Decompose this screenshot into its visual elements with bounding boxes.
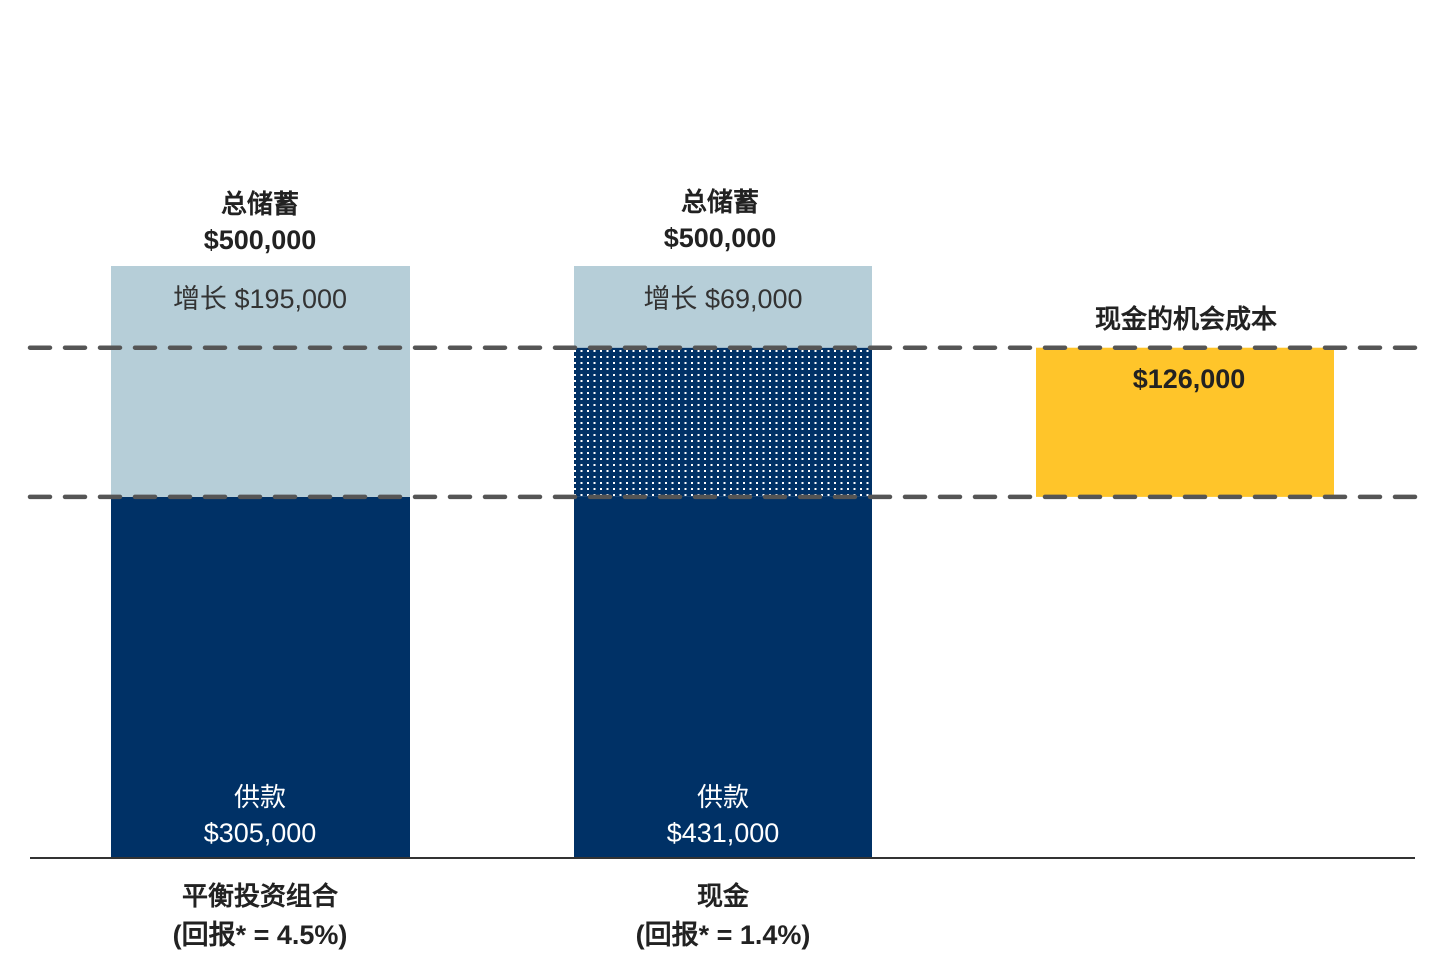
category-sub-balanced: (回报* = 4.5%): [173, 920, 348, 950]
bars: [111, 266, 1334, 858]
category-label-cash: 现金: [697, 881, 750, 912]
contrib-value-balanced: $305,000: [204, 818, 317, 848]
bar-segment-opportunity-cost-2: [1036, 347, 1334, 497]
total-value-cash: $500,000: [664, 223, 777, 253]
contrib-value-cash: $431,000: [667, 818, 780, 848]
total-label-balanced: 总储蓄: [221, 189, 299, 220]
total-value-balanced: $500,000: [204, 225, 317, 255]
reference-lines: [27, 345, 1418, 500]
bar-segment-growth-0: [111, 266, 410, 497]
category-sub-cash: (回报* = 1.4%): [636, 920, 811, 950]
growth-label-cash: 增长 $69,000: [643, 284, 802, 314]
opportunity-cost-value: $126,000: [1133, 364, 1246, 394]
contrib-label-cash: 供款: [697, 783, 749, 813]
opportunity-cost-title: 现金的机会成本: [1095, 304, 1277, 335]
bar-segment-contributions-1: [574, 496, 872, 858]
bar-segment-growth-1: [574, 266, 872, 348]
growth-label-balanced: 增长 $195,000: [173, 284, 347, 314]
contrib-label-balanced: 供款: [234, 783, 286, 813]
bar-segment-contributions-0: [111, 496, 410, 858]
total-label-cash: 总储蓄: [681, 187, 759, 218]
bar-segment-contributions-extra-1: [574, 347, 872, 497]
category-label-balanced: 平衡投资组合: [182, 881, 339, 912]
